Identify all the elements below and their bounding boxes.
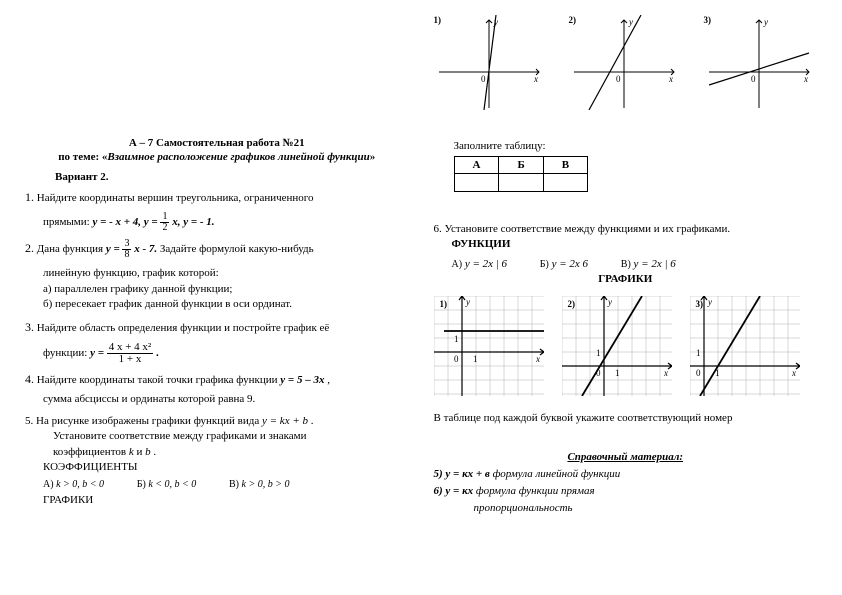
mini-graph-2: 2) yx0	[569, 15, 679, 110]
svg-text:y: y	[607, 297, 612, 307]
svg-text:y: y	[465, 297, 470, 307]
graphs-title-right: ГРАФИКИ	[434, 272, 818, 287]
svg-text:0: 0	[481, 74, 486, 84]
mini-graph-1: 1) yx0	[434, 15, 544, 110]
svg-text:1: 1	[596, 348, 601, 358]
svg-text:x: x	[533, 74, 538, 84]
task-1: 1. Найдите координаты вершин треугольник…	[25, 189, 409, 233]
reference-title: Справочный материал:	[434, 451, 818, 463]
svg-text:x: x	[668, 74, 673, 84]
right-column: 1) yx0 2) yx0 3) yx0 Заполните таблицу: …	[424, 15, 818, 580]
svg-text:0: 0	[616, 74, 621, 84]
task-2: 2. Дана функция у = 38 х - 7. Задайте фо…	[25, 239, 409, 312]
svg-text:y: y	[763, 17, 768, 27]
svg-text:x: x	[803, 74, 808, 84]
svg-text:y: y	[707, 297, 712, 307]
svg-text:1: 1	[454, 334, 459, 344]
variant-label: Вариант 2.	[55, 171, 409, 183]
grid-graphs-row: 1) yx011 2) yx011 3) yx011	[434, 296, 818, 401]
svg-text:1: 1	[615, 368, 620, 378]
functions-title: ФУНКЦИИ	[452, 237, 818, 252]
mini-graphs-row: 1) yx0 2) yx0 3) yx0	[434, 15, 818, 110]
grid-graph-2: 2) yx011	[562, 296, 672, 401]
svg-text:0: 0	[696, 368, 701, 378]
header-line-2: по теме: «Взаимное расположение графиков…	[25, 151, 409, 163]
task-6: 6. Установите соответствие между функция…	[434, 222, 818, 426]
svg-text:x: x	[535, 354, 540, 364]
grid-graph-3: 3) yx011	[690, 296, 800, 401]
left-column: А – 7 Самостоятельная работа №21 по теме…	[25, 15, 424, 580]
grid-graph-1: 1) yx011	[434, 296, 544, 401]
svg-text:0: 0	[751, 74, 756, 84]
svg-text:x: x	[663, 368, 668, 378]
fill-table-label: Заполните таблицу:	[454, 140, 818, 152]
svg-text:1: 1	[473, 354, 478, 364]
svg-text:0: 0	[454, 354, 459, 364]
svg-text:y: y	[628, 17, 633, 27]
header-line-1: А – 7 Самостоятельная работа №21	[25, 137, 409, 149]
match-instruction: В таблице под каждой буквой укажите соот…	[434, 411, 818, 426]
graphs-title-left: ГРАФИКИ	[43, 493, 409, 508]
task-5: 5. На рисунке изображены графики функций…	[25, 414, 409, 508]
task-3: 3. Найдите область определения функции и…	[25, 319, 409, 365]
coefficients-title: КОЭФФИЦИЕНТЫ	[43, 460, 409, 475]
svg-text:1: 1	[696, 348, 701, 358]
fill-table: АБВ	[454, 156, 589, 192]
task-4: 4. Найдите координаты такой точки график…	[25, 371, 409, 408]
mini-graph-3: 3) yx0	[704, 15, 814, 110]
svg-text:x: x	[791, 368, 796, 378]
reference-block: Справочный материал: 5) у = кх + в форму…	[434, 451, 818, 514]
